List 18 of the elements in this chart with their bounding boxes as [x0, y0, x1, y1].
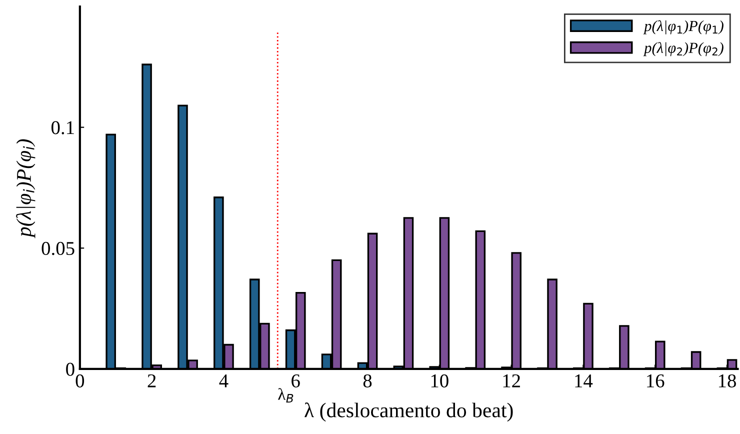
x-tick-label: 14	[575, 374, 593, 388]
legend-label: p(λ|φ$_{2}$)P(φ$_{2}$)	[643, 42, 724, 56]
x-tick-label: 18	[718, 374, 736, 388]
x-tick-label: 12	[503, 374, 520, 388]
x-tick-label: 4	[219, 374, 228, 388]
x-tick-label: 0	[76, 374, 84, 388]
legend-label: p(λ|φ$_{1}$)P(φ$_{1}$)	[643, 20, 724, 34]
y-axis-title: p(λ|φ$_{i}$)P(φ$_{i}$)	[16, 139, 36, 238]
y-tick-label: 0	[66, 362, 74, 376]
x-axis-title: λ (deslocamento do beat)	[304, 402, 513, 422]
x-tick-label: 2	[148, 374, 156, 388]
y-tick-label: 0.05	[42, 242, 74, 256]
y-tick-label: 0.1	[51, 121, 74, 134]
x-tick-label: 16	[647, 374, 664, 388]
x-tick-label: 6	[292, 374, 300, 388]
x-tick-label: 8	[363, 374, 372, 388]
x-tick-label: 10	[431, 374, 448, 388]
ref-line-label: λ$_{B}$	[278, 388, 294, 403]
